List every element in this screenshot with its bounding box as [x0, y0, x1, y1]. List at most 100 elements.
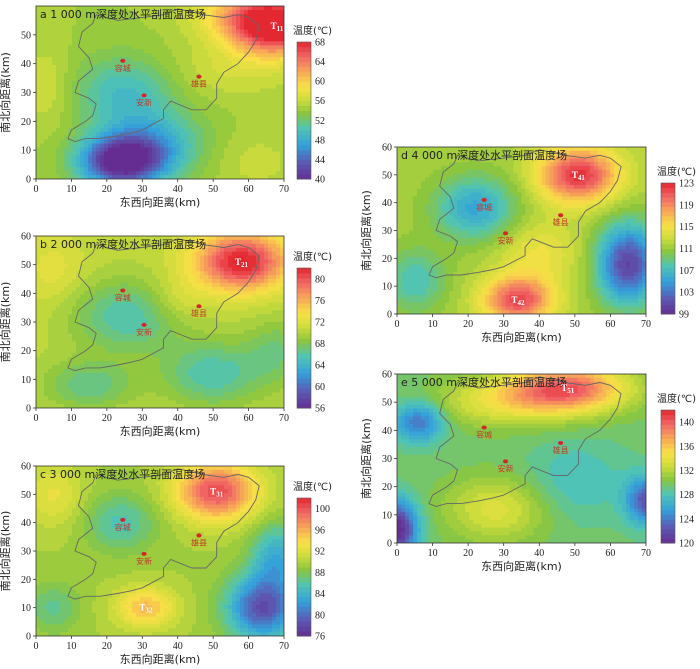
heat-cell — [236, 120, 241, 125]
heat-cell — [164, 349, 169, 354]
heat-cell — [112, 236, 117, 241]
heat-cell — [88, 255, 93, 261]
heat-cell — [120, 21, 125, 27]
heat-cell — [88, 120, 93, 125]
heat-cell — [92, 286, 97, 292]
heat-cell — [84, 135, 89, 141]
heat-cell — [156, 147, 161, 153]
heat-cell — [120, 92, 125, 98]
heat-cell — [172, 302, 177, 307]
heat-cell — [180, 396, 185, 401]
heat-cell — [140, 49, 145, 54]
heat-cell — [240, 131, 245, 137]
heat-cell — [76, 325, 81, 331]
heat-cell — [156, 151, 161, 157]
heat-cell — [228, 159, 233, 164]
heat-cell — [76, 143, 81, 149]
heat-cell — [256, 123, 261, 129]
heat-cell — [48, 243, 53, 249]
heat-cell — [208, 263, 213, 268]
heat-cell — [216, 33, 221, 39]
heat-cell — [40, 365, 45, 370]
heat-cell — [240, 92, 245, 98]
heat-cell — [128, 92, 133, 98]
heat-cell — [272, 21, 277, 27]
heat-cell — [116, 368, 121, 374]
heat-cell — [84, 365, 89, 370]
heat-cell — [140, 396, 145, 401]
heat-cell — [76, 380, 81, 386]
heat-cell — [116, 49, 121, 54]
heat-cell — [212, 155, 217, 160]
heat-cell — [236, 25, 241, 31]
heat-cell — [172, 64, 177, 70]
heat-cell — [160, 175, 165, 179]
heat-cell — [44, 13, 49, 19]
heat-cell — [140, 243, 145, 249]
heat-cell — [192, 349, 197, 354]
heat-cell — [52, 318, 57, 323]
heat-cell — [132, 322, 137, 327]
heat-cell — [280, 88, 284, 94]
heat-cell — [176, 310, 181, 315]
heat-cell — [156, 282, 161, 288]
heat-cell — [200, 282, 205, 288]
heat-cell — [216, 400, 221, 405]
heat-cell — [68, 96, 73, 101]
heat-cell — [152, 49, 157, 54]
heat-cell — [36, 76, 41, 82]
heat-cell — [188, 25, 193, 31]
heat-cell — [172, 243, 177, 249]
heat-cell — [152, 127, 157, 133]
heat-cell — [156, 239, 161, 245]
heat-cell — [104, 49, 109, 54]
heat-cell — [80, 353, 85, 358]
heat-cell — [72, 243, 77, 249]
heat-cell — [116, 45, 121, 50]
heat-cell — [56, 255, 61, 261]
heat-cell — [72, 400, 77, 405]
heat-cell — [60, 61, 65, 66]
heat-cell — [128, 259, 133, 264]
heat-cell — [60, 143, 65, 149]
heat-cell — [208, 155, 213, 160]
heat-cell — [80, 337, 85, 343]
heat-cell — [264, 123, 269, 129]
heat-cell — [172, 400, 177, 405]
heat-cell — [204, 49, 209, 54]
heat-cell — [244, 88, 249, 94]
heat-cell — [120, 159, 125, 164]
heat-cell — [176, 96, 181, 101]
heat-cell — [48, 6, 53, 11]
heat-cell — [60, 127, 65, 133]
heat-cell — [192, 318, 197, 323]
heat-cell — [156, 72, 161, 78]
heat-cell — [216, 298, 221, 304]
heat-cell — [124, 310, 129, 315]
heat-cell — [84, 294, 89, 300]
heat-cell — [236, 96, 241, 101]
heat-cell — [56, 298, 61, 304]
heat-cell — [148, 155, 153, 160]
heat-cell — [128, 396, 133, 401]
heat-cell — [116, 396, 121, 401]
heat-cell — [48, 139, 53, 145]
heat-cell — [164, 76, 169, 82]
heat-cell — [148, 25, 153, 31]
heat-cell — [52, 167, 57, 172]
heat-cell — [212, 345, 217, 350]
heat-cell — [172, 322, 177, 327]
heat-cell — [52, 37, 57, 42]
heat-cell — [208, 353, 213, 358]
heat-cell — [220, 329, 225, 335]
heat-cell — [168, 21, 173, 27]
heat-cell — [92, 64, 97, 70]
heat-cell — [76, 171, 81, 176]
heat-cell — [64, 388, 69, 393]
heat-cell — [96, 45, 101, 50]
heat-cell — [280, 80, 284, 86]
heat-cell — [172, 251, 177, 257]
heat-cell — [256, 112, 261, 117]
heat-cell — [160, 68, 165, 74]
heat-cell — [36, 372, 41, 378]
